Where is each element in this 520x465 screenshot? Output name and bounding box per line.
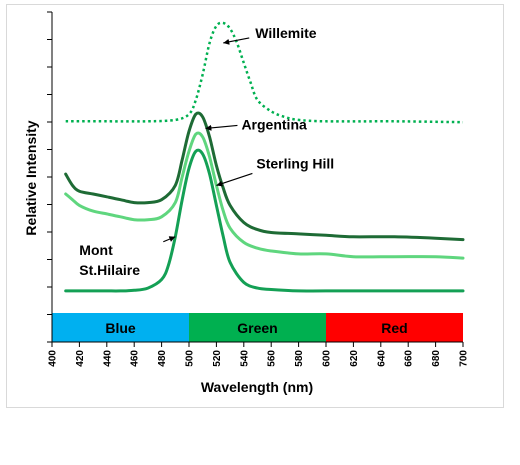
series-label-sterling-hill: Sterling Hill (256, 155, 334, 171)
x-tick-label: 480 (157, 350, 168, 367)
x-tick-label: 600 (322, 350, 333, 367)
band-label-blue: Blue (105, 320, 136, 336)
x-tick-label: 680 (431, 350, 442, 367)
band-blue (52, 313, 189, 342)
x-tick-label: 560 (267, 350, 278, 367)
x-tick-label: 420 (75, 350, 86, 367)
x-tick-label: 460 (130, 350, 141, 367)
band-label-green: Green (237, 320, 277, 336)
x-tick-label: 580 (294, 350, 305, 367)
x-tick-label: 640 (376, 350, 387, 367)
annotation-arrow (205, 124, 238, 131)
annotation-arrow (216, 172, 253, 187)
series-willemite (65, 21, 464, 124)
axes: 400 420 440 460 480 500 520 540 560 580 600 620 640 6… (47, 11, 470, 367)
annotation-arrow (223, 37, 250, 45)
band-green (189, 313, 326, 342)
x-tick-label: 440 (102, 350, 113, 367)
x-tick-label: 400 (48, 350, 59, 367)
series-annotations: Willemite Argentina Sterling Hill Mont St.Hi… (79, 25, 334, 278)
x-tick-label: 700 (459, 350, 470, 367)
wavelength-bands: Blue Green Red (52, 313, 463, 342)
series-lines (64, 21, 465, 293)
series-label-mont-st-hilaire: Mont (79, 242, 113, 258)
x-tick-label: 520 (212, 350, 223, 367)
band-label-red: Red (381, 320, 407, 336)
series-argentina (64, 111, 465, 242)
x-tick-label: 620 (349, 350, 360, 367)
band-red (326, 313, 463, 342)
series-label-mont-st-hilaire: St.Hilaire (79, 262, 140, 278)
y-axis-title: Relative Intensity (23, 120, 39, 235)
x-axis-title: Wavelength (nm) (201, 379, 313, 395)
series-label-argentina: Argentina (241, 116, 307, 132)
x-tick-label: 540 (239, 350, 250, 367)
series-sterling-hill (64, 131, 465, 260)
x-tick-label: 500 (185, 350, 196, 367)
series-label-willemite: Willemite (255, 25, 317, 41)
annotation-arrow (163, 236, 176, 243)
x-tick-label: 660 (404, 350, 415, 367)
series-mont-st-hilaire (64, 148, 465, 293)
